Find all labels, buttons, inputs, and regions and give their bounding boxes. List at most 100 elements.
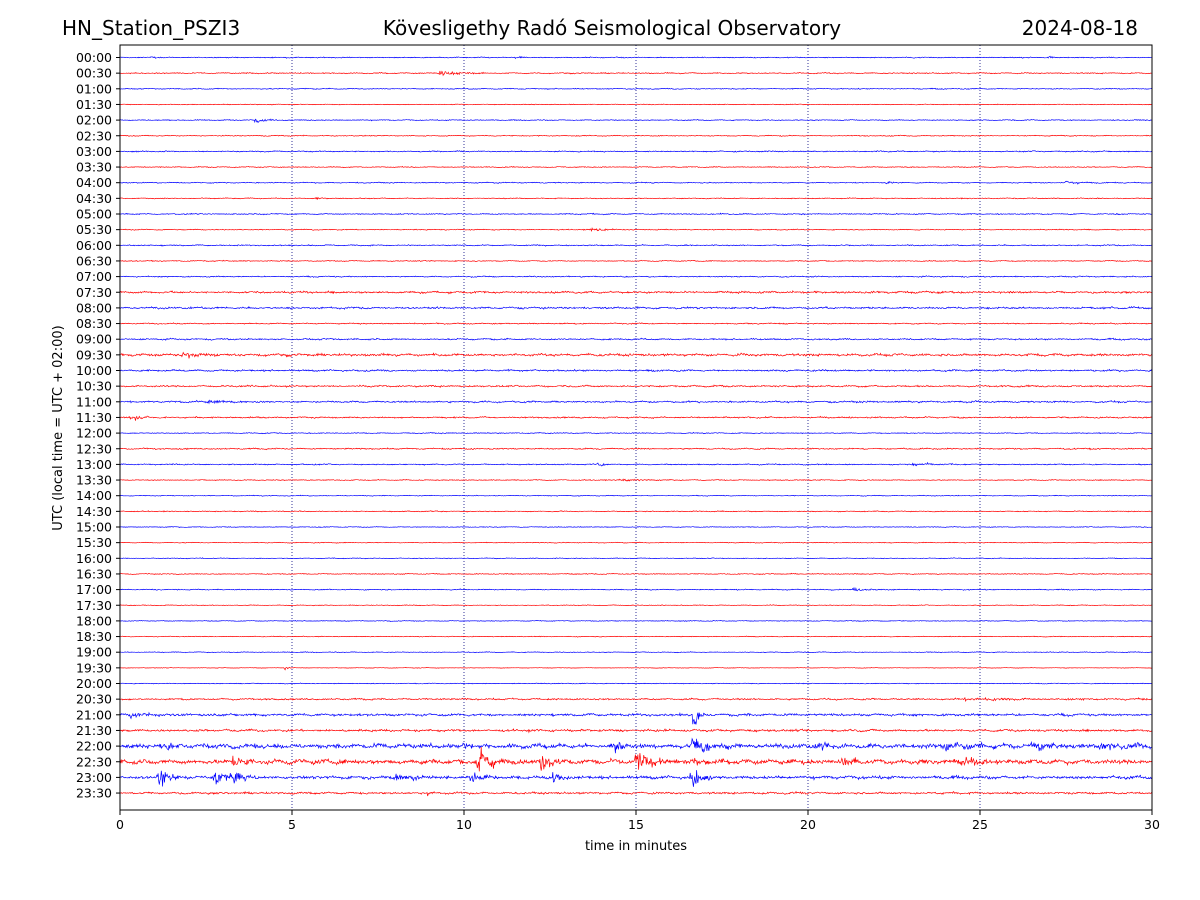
y-tick-label-0300: 03:00 [76, 144, 112, 159]
trace-2000 [119, 682, 1153, 685]
x-tick-label-10: 10 [456, 817, 472, 832]
y-tick-label-1900: 19:00 [76, 645, 112, 660]
trace-0830 [120, 322, 1153, 325]
trace-0200 [119, 118, 1153, 124]
trace-1430 [119, 510, 1153, 513]
y-tick-label-0000: 00:00 [76, 50, 112, 65]
x-ticks: 0 5 10 15 20 25 30 [116, 810, 1160, 832]
trace-0300 [119, 150, 1153, 153]
x-tick-label-5: 5 [288, 817, 296, 832]
trace-2200 [120, 737, 1153, 754]
y-tick-label-2130: 21:30 [76, 723, 112, 738]
y-tick-label-0800: 08:00 [76, 300, 112, 315]
y-tick-label-1930: 19:30 [76, 660, 112, 675]
y-axis-label: UTC (local time = UTC + 02:00) [51, 325, 66, 530]
x-tick-label-20: 20 [800, 817, 816, 832]
y-tick-label-1730: 17:30 [76, 598, 112, 613]
y-tick-label-2300: 23:00 [76, 770, 112, 785]
trace-1030 [119, 384, 1153, 388]
y-tick-label-0600: 06:00 [76, 238, 112, 253]
y-tick-label-1130: 11:30 [76, 410, 112, 425]
y-tick-label-1600: 16:00 [76, 551, 112, 566]
trace-1730 [119, 604, 1153, 607]
trace-0330 [119, 165, 1153, 169]
y-tick-label-1300: 13:00 [76, 457, 112, 472]
trace-0930 [119, 351, 1153, 359]
y-tick-label-1830: 18:30 [76, 629, 112, 644]
y-tick-label-2230: 22:30 [76, 754, 112, 769]
plot-frame [119, 44, 1153, 811]
y-tick-label-0330: 03:30 [76, 160, 112, 175]
y-tick-label-0400: 04:00 [76, 175, 112, 190]
y-tick-label-1030: 10:30 [76, 379, 112, 394]
trace-0900 [119, 337, 1153, 341]
trace-1100 [119, 399, 1153, 405]
y-tick-label-1000: 10:00 [76, 363, 112, 378]
y-tick-label-0700: 07:00 [76, 269, 112, 284]
trace-0600 [119, 243, 1153, 247]
y-tick-label-0630: 06:30 [76, 253, 112, 268]
trace-1830 [119, 635, 1153, 638]
trace-0130 [119, 103, 1153, 106]
trace-0000 [119, 55, 1153, 60]
chart-title: Kövesligethy Radó Seismological Observat… [383, 16, 841, 40]
trace-2130 [119, 728, 1153, 734]
trace-1900 [119, 651, 1153, 654]
y-tick-label-0130: 01:30 [76, 97, 112, 112]
y-tick-label-0030: 00:30 [76, 66, 112, 81]
x-tick-label-15: 15 [628, 817, 644, 832]
y-tick-label-2000: 20:00 [76, 676, 112, 691]
station-title: HN_Station_PSZI3 [62, 16, 240, 40]
trace-1300 [119, 461, 1153, 467]
trace-0730 [119, 290, 1153, 295]
trace-0630 [119, 259, 1153, 263]
trace-2330 [119, 790, 1153, 797]
y-tick-label-0830: 08:30 [76, 316, 112, 331]
y-tick-label-2200: 22:00 [76, 739, 112, 754]
y-tick-label-1430: 14:30 [76, 504, 112, 519]
y-tick-label-1530: 15:30 [76, 535, 112, 550]
y-tick-label-1500: 15:00 [76, 520, 112, 535]
trace-0500 [119, 212, 1153, 216]
trace-1400 [119, 494, 1153, 497]
trace-0430 [119, 196, 1153, 201]
x-tick-label-30: 30 [1144, 817, 1160, 832]
y-tick-label-1330: 13:30 [76, 473, 112, 488]
trace-1500 [119, 526, 1153, 528]
trace-1000 [119, 368, 1153, 373]
trace-1700 [119, 586, 1153, 592]
y-tick-label-1400: 14:00 [76, 488, 112, 503]
trace-0700 [119, 275, 1153, 279]
trace-1600 [119, 557, 1152, 560]
y-tick-label-0200: 02:00 [76, 113, 112, 128]
trace-1230 [119, 447, 1153, 451]
y-tick-label-0900: 09:00 [76, 332, 112, 347]
trace-1930 [119, 666, 1152, 671]
date-title: 2024-08-18 [1022, 16, 1138, 40]
y-tick-label-0530: 05:30 [76, 222, 112, 237]
y-tick-label-0500: 05:00 [76, 207, 112, 222]
trace-2300 [119, 770, 1153, 787]
y-tick-label-2030: 20:30 [76, 692, 112, 707]
y-tick-label-1800: 18:00 [76, 613, 112, 628]
trace-1130 [119, 415, 1153, 421]
trace-2230 [119, 746, 1153, 772]
trace-0100 [120, 87, 1153, 90]
y-tick-label-2330: 23:30 [76, 786, 112, 801]
y-tick-label-1100: 11:00 [76, 394, 112, 409]
trace-0030 [119, 70, 1153, 77]
y-tick-label-1230: 12:30 [76, 441, 112, 456]
y-tick-label-0230: 02:30 [76, 128, 112, 143]
trace-2100 [119, 711, 1153, 725]
trace-0400 [119, 180, 1153, 185]
trace-2030 [119, 696, 1153, 703]
trace-1330 [120, 478, 1153, 482]
traces [119, 55, 1153, 797]
trace-0230 [119, 134, 1153, 137]
y-tick-label-1630: 16:30 [76, 566, 112, 581]
y-tick-label-0730: 07:30 [76, 285, 112, 300]
y-tick-label-2100: 21:00 [76, 707, 112, 722]
trace-1800 [119, 619, 1153, 622]
